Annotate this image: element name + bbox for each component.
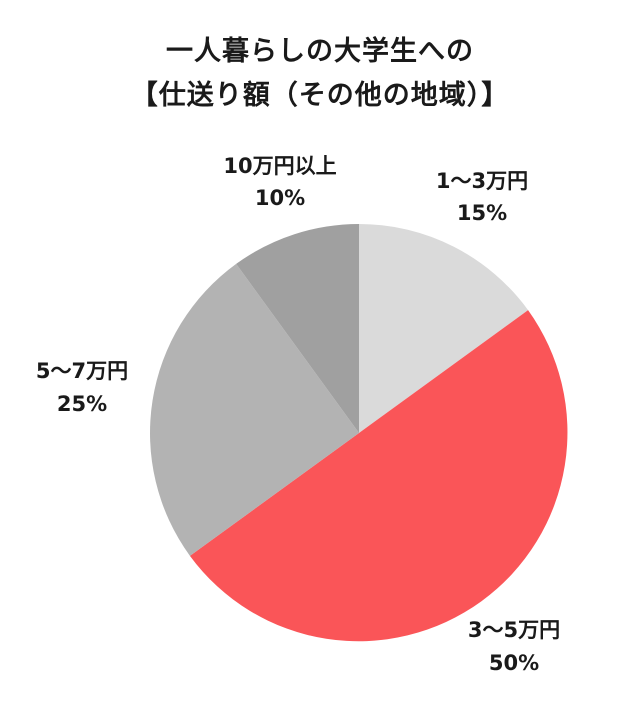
chart-title-line-1: 一人暮らしの大学生への: [166, 36, 474, 67]
chart-title-line-2: 【仕送り額（その他の地域）】: [130, 80, 510, 111]
slice-3-5: [189, 310, 568, 642]
slice-label-10-plus: 10万円以上: [223, 154, 336, 178]
slice-1-3: [359, 224, 529, 433]
pie-slices: [150, 224, 568, 642]
slice-label-1-3: 1〜3万円: [436, 169, 528, 193]
slice-value-1-3: 15%: [457, 201, 507, 225]
slice-5-7: [150, 263, 359, 556]
slice-value-5-7: 25%: [57, 392, 107, 416]
slice-10-plus: [236, 224, 359, 433]
slice-value-3-5: 50%: [489, 651, 539, 675]
slice-value-10-plus: 10%: [255, 186, 305, 210]
slice-label-3-5: 3〜5万円: [468, 618, 560, 642]
slice-label-5-7: 5〜7万円: [36, 359, 128, 383]
